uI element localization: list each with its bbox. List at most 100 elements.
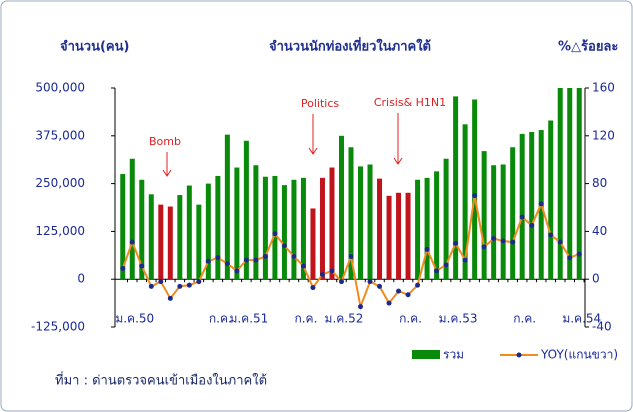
- x-tick-label: ก.ค.: [294, 312, 317, 326]
- bar: [196, 204, 202, 280]
- line-marker: [234, 268, 240, 274]
- line-marker: [196, 279, 202, 285]
- bar: [120, 174, 126, 280]
- y2-axis-title: %△ร้อยละ: [558, 39, 618, 55]
- bar: [424, 177, 430, 280]
- line-marker: [186, 282, 192, 288]
- bar: [462, 124, 468, 280]
- line-marker: [443, 262, 449, 268]
- bar: [481, 151, 487, 280]
- annotation-arrow: [162, 152, 172, 177]
- chart-title: จำนวนนักท่องเที่ยวในภาคใต้: [269, 37, 431, 55]
- y2-tick-label: 120: [592, 128, 615, 142]
- x-tick-label: ก.ค.: [513, 312, 536, 326]
- line-marker: [129, 239, 135, 245]
- x-tick-label: ม.ค.50: [115, 312, 154, 326]
- line-marker: [557, 239, 563, 245]
- y-tick-label: -125,000: [31, 320, 85, 334]
- line-marker: [567, 255, 573, 261]
- bar: [472, 99, 478, 280]
- bar: [186, 185, 192, 280]
- line-marker: [329, 268, 335, 274]
- line-marker: [358, 304, 364, 310]
- line-marker: [205, 258, 211, 264]
- x-tick-label: ม.ค.51: [229, 312, 268, 326]
- line-marker: [415, 282, 421, 288]
- line-marker: [177, 283, 183, 289]
- line-marker: [453, 240, 459, 246]
- line-marker: [243, 257, 249, 263]
- bar: [338, 135, 344, 280]
- bar: [567, 88, 573, 280]
- y-tick-label: 125,000: [35, 224, 85, 238]
- bar: [519, 133, 525, 280]
- bar: [548, 120, 554, 280]
- legend-label: รวม: [443, 348, 464, 362]
- bar: [415, 179, 421, 280]
- bar: [319, 177, 325, 280]
- bar: [262, 176, 268, 280]
- line-marker: [253, 257, 259, 263]
- annotation-arrow: [308, 114, 318, 155]
- bar: [205, 183, 211, 280]
- y-tick-label: 500,000: [35, 81, 85, 95]
- line-marker: [215, 255, 221, 261]
- bar: [329, 167, 335, 280]
- y-tick-label: 375,000: [35, 128, 85, 142]
- bar: [234, 167, 240, 280]
- x-tick-label: ม.ค.53: [439, 312, 478, 326]
- line-marker: [396, 288, 402, 294]
- bar: [243, 140, 249, 280]
- bar: [291, 179, 297, 280]
- bar: [443, 158, 449, 280]
- bar: [529, 131, 535, 280]
- line-marker: [576, 251, 582, 257]
- annotation-arrow: [393, 113, 403, 165]
- bar: [158, 204, 164, 280]
- line-marker: [148, 283, 154, 289]
- y2-tick-label: -40: [592, 320, 612, 334]
- line-marker: [519, 214, 525, 220]
- bar: [453, 96, 459, 280]
- y2-tick-label: 80: [592, 176, 607, 190]
- line-marker: [538, 201, 544, 207]
- line-marker: [338, 279, 344, 285]
- line-marker: [462, 257, 468, 263]
- line-marker: [139, 263, 145, 269]
- line-marker: [310, 285, 316, 291]
- bar: [139, 179, 145, 280]
- line-marker: [262, 253, 268, 259]
- y-tick-label: 250,000: [35, 176, 85, 190]
- annotation: Politics: [301, 97, 340, 110]
- bar: [377, 178, 383, 280]
- bar: [500, 164, 506, 280]
- bar: [576, 88, 582, 280]
- line-marker: [291, 253, 297, 259]
- bar: [177, 195, 183, 280]
- y2-tick-label: 0: [592, 272, 600, 286]
- line-marker: [481, 244, 487, 250]
- line-marker: [224, 261, 230, 267]
- bar: [300, 177, 306, 280]
- line-marker: [548, 232, 554, 238]
- line-marker: [386, 300, 392, 306]
- bar: [358, 166, 364, 280]
- bar: [348, 147, 354, 280]
- bar: [167, 206, 173, 280]
- bar: [224, 134, 230, 280]
- bar: [253, 165, 259, 280]
- line-marker: [348, 253, 354, 259]
- bar: [272, 175, 278, 280]
- line-marker: [405, 292, 411, 298]
- line-marker: [434, 268, 440, 274]
- bar: [148, 194, 154, 280]
- source: ที่มา : ด่านตรวจคนเข้าเมืองในภาคใต้: [55, 372, 267, 389]
- line-marker: [491, 236, 497, 242]
- bar: [396, 192, 402, 280]
- x-tick-label: ก.ค.: [399, 312, 422, 326]
- legend-label: YOY(แกนขวา): [540, 348, 618, 362]
- line-marker: [158, 279, 164, 285]
- annotation: Bomb: [149, 135, 181, 148]
